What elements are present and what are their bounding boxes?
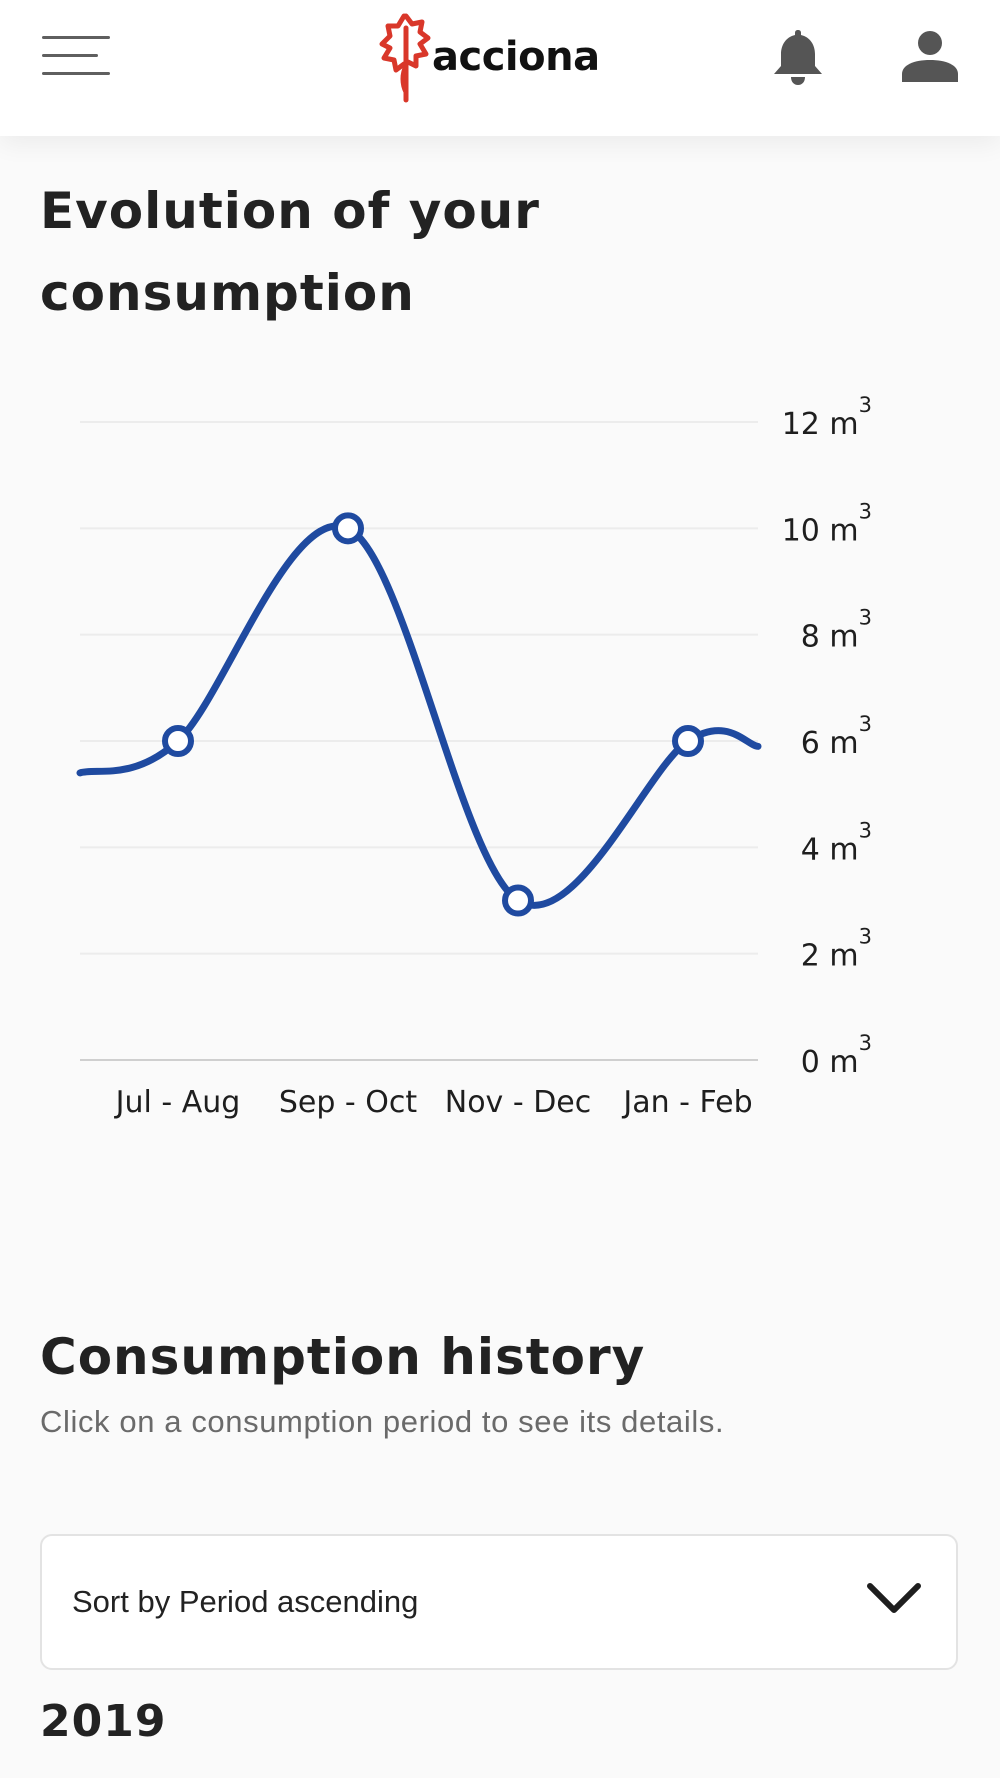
sort-selected-value: Sort by Period ascending <box>72 1584 419 1619</box>
account-button[interactable] <box>900 30 960 82</box>
y-tick-label-8: 8 m3 <box>801 606 872 655</box>
app-header: acciona <box>0 0 1000 136</box>
y-tick-label-2: 2 m3 <box>801 925 872 974</box>
sort-dropdown[interactable]: Sort by Period ascending <box>40 1534 958 1670</box>
data-point-1[interactable] <box>332 512 364 545</box>
bell-icon <box>774 30 822 85</box>
y-tick-label-12: 12 m3 <box>782 393 872 442</box>
data-point-3[interactable] <box>672 725 704 757</box>
x-tick-label-2: Nov - Dec <box>445 1085 592 1120</box>
x-tick-label-3: Jan - Feb <box>621 1085 752 1120</box>
y-tick-label-10: 10 m3 <box>782 499 872 548</box>
hamburger-menu-icon[interactable] <box>42 34 112 78</box>
y-tick-label-0: 0 m3 <box>801 1031 872 1080</box>
leaf-logo-icon <box>379 13 431 103</box>
notifications-button[interactable] <box>770 26 826 86</box>
data-point-2[interactable] <box>502 884 534 917</box>
x-tick-label-1: Sep - Oct <box>279 1085 418 1120</box>
brand-logo[interactable]: acciona <box>378 8 638 104</box>
evolution-title: Evolution of your consumption <box>40 182 540 322</box>
data-point-0[interactable] <box>162 725 194 757</box>
history-title: Consumption history <box>40 1328 646 1386</box>
x-tick-label-0: Jul - Aug <box>114 1085 241 1120</box>
brand-name: acciona <box>432 34 600 80</box>
user-icon <box>902 31 958 82</box>
consumption-line <box>76 522 762 909</box>
chevron-down-icon <box>867 1583 921 1613</box>
y-tick-label-6: 6 m3 <box>801 712 872 761</box>
consumption-chart: 0 m3 2 m3 4 m3 6 m3 8 m3 10 m3 12 m3 Jul - Aug S… <box>76 393 872 1120</box>
history-subtitle: Click on a consumption period to see its… <box>40 1404 725 1439</box>
year-heading: 2019 <box>40 1696 167 1747</box>
y-tick-label-4: 4 m3 <box>801 818 872 867</box>
